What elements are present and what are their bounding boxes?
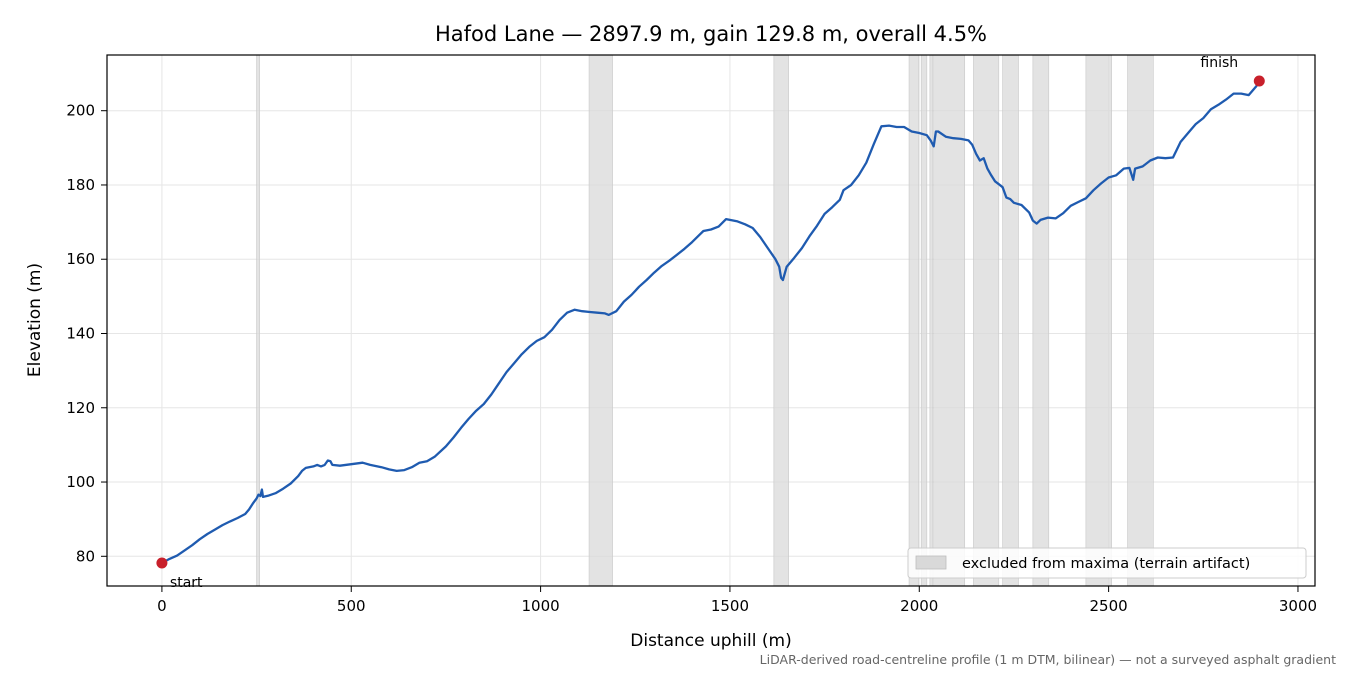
y-tick-label: 180 xyxy=(66,176,95,194)
x-tick-label: 1500 xyxy=(711,597,749,615)
y-axis-label: Elevation (m) xyxy=(25,263,45,377)
legend: excluded from maxima (terrain artifact) xyxy=(907,547,1307,579)
y-tick-label: 100 xyxy=(66,473,95,491)
finish-marker xyxy=(1253,75,1265,87)
x-tick-label: 500 xyxy=(337,597,366,615)
finish-label: finish xyxy=(1200,55,1238,71)
y-tick-label: 140 xyxy=(66,324,95,342)
x-tick-label: 0 xyxy=(157,597,167,615)
y-tick-label: 120 xyxy=(66,399,95,417)
excluded-region xyxy=(1002,54,1019,587)
x-tick-label: 2500 xyxy=(1090,597,1128,615)
start-marker xyxy=(156,557,168,569)
gridlines xyxy=(107,55,1315,586)
x-axis-ticks: 0 500 1000 1500 2000 2500 3000 xyxy=(157,586,1317,615)
y-tick-label: 200 xyxy=(66,102,95,120)
x-tick-label: 3000 xyxy=(1279,597,1317,615)
excluded-region xyxy=(929,54,933,587)
y-tick-label: 80 xyxy=(76,547,95,565)
x-axis-label: Distance uphill (m) xyxy=(630,631,791,651)
endpoint-markers: start finish xyxy=(156,55,1265,591)
excluded-region xyxy=(933,54,966,587)
x-tick-label: 1000 xyxy=(521,597,559,615)
elevation-line xyxy=(160,79,1261,565)
x-tick-label: 2000 xyxy=(900,597,938,615)
start-label: start xyxy=(170,575,203,591)
legend-swatch xyxy=(915,555,947,570)
elevation-series xyxy=(160,79,1261,565)
excluded-region xyxy=(1085,54,1112,587)
excluded-region xyxy=(773,54,789,587)
plot-frame xyxy=(106,54,1316,587)
excluded-region xyxy=(1032,54,1050,587)
chart-title: Hafod Lane — 2897.9 m, gain 129.8 m, ove… xyxy=(435,22,987,46)
excluded-region xyxy=(973,54,1000,587)
excluded-region xyxy=(908,54,919,587)
excluded-region xyxy=(588,54,613,587)
footnote: LiDAR-derived road-centreline profile (1… xyxy=(760,652,1336,667)
excluded-region xyxy=(256,54,260,587)
excluded-region xyxy=(1127,54,1154,587)
y-tick-label: 160 xyxy=(66,250,95,268)
y-axis-ticks: 80 100 120 140 160 180 200 xyxy=(66,102,107,565)
legend-entry-excluded: excluded from maxima (terrain artifact) xyxy=(962,556,1250,572)
legend-box xyxy=(907,547,1307,579)
excluded-regions xyxy=(256,54,1154,587)
